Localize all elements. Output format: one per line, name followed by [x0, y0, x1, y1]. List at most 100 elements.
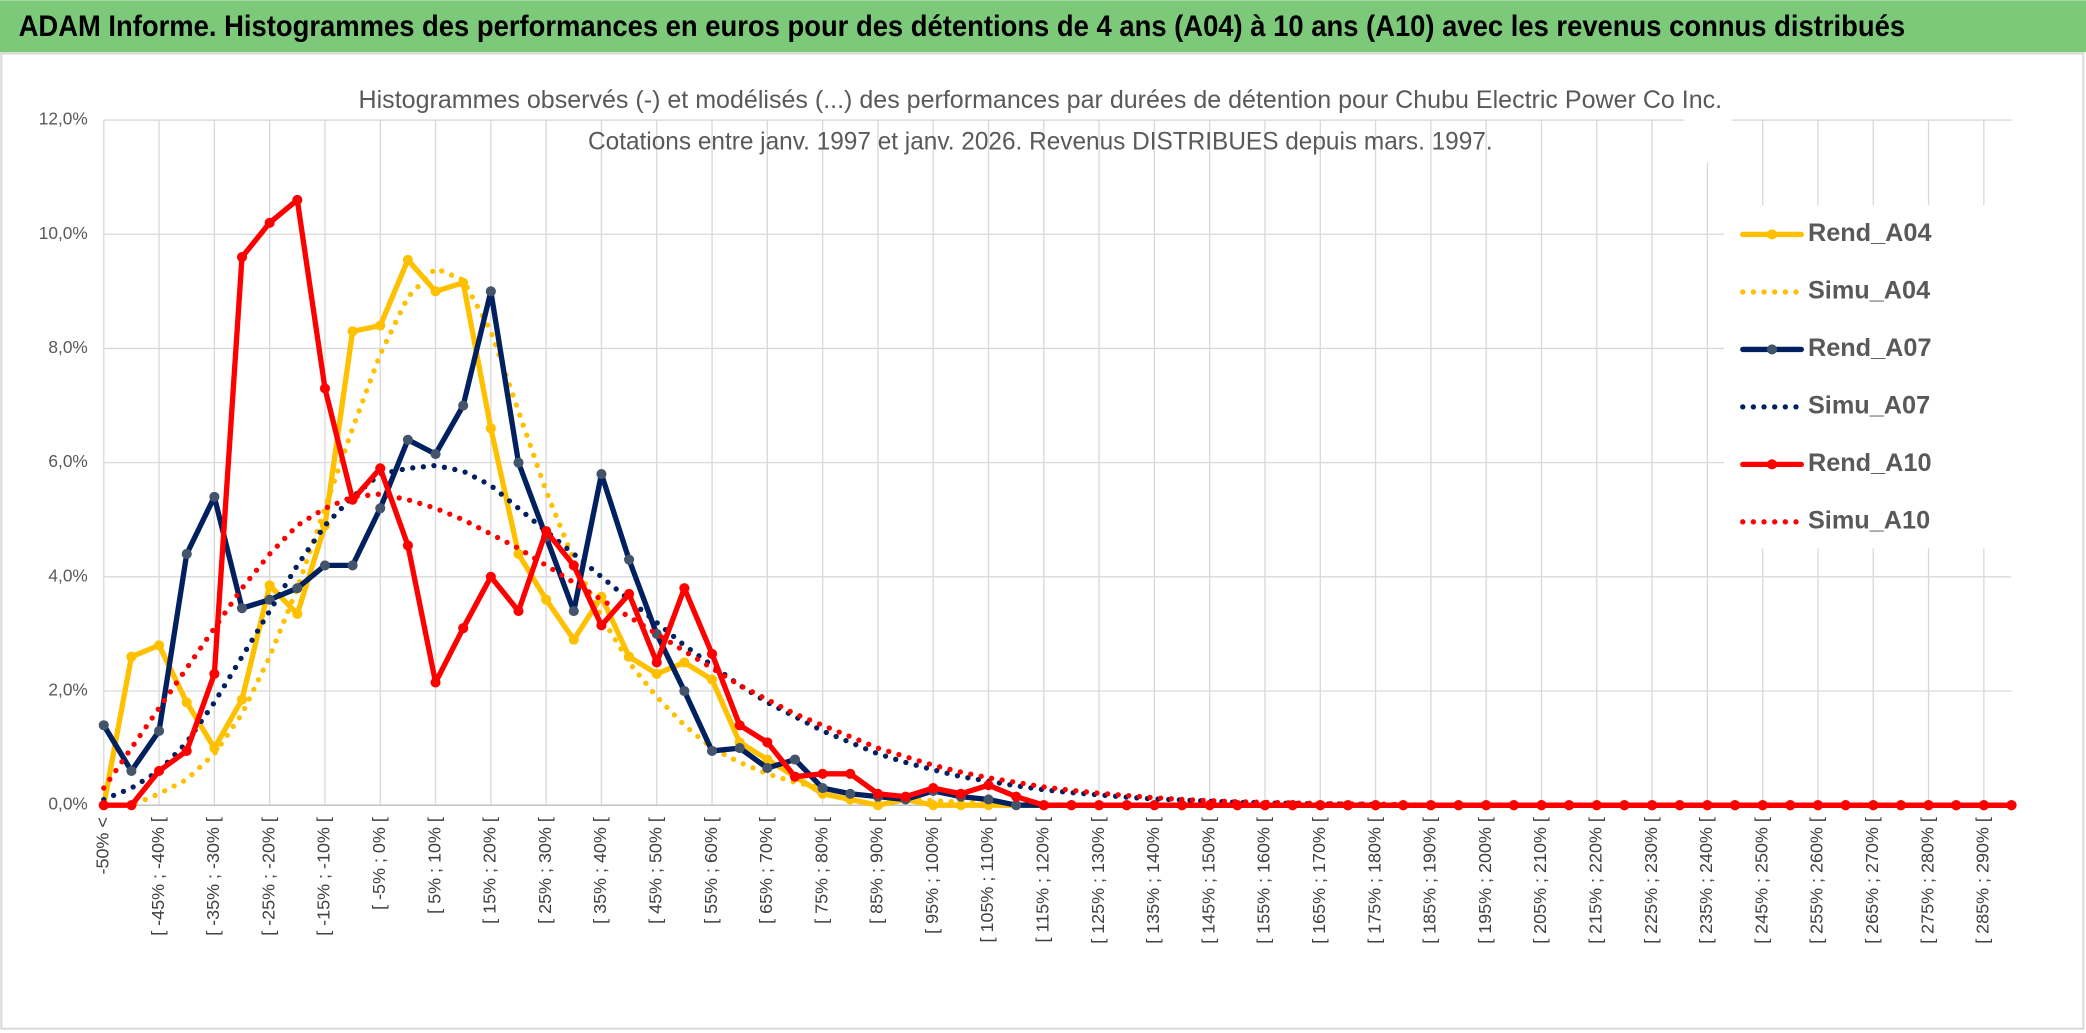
data-point: [347, 326, 358, 337]
data-point: [789, 771, 801, 782]
y-tick-label: 4,0%: [48, 565, 87, 585]
data-point: [375, 320, 386, 331]
data-point: [1038, 800, 1049, 811]
data-point: [624, 588, 635, 599]
data-point: [568, 606, 579, 617]
data-point: [485, 423, 496, 434]
data-point: [651, 657, 662, 668]
data-point: [1619, 800, 1630, 811]
x-tick-label: [ 265% ; 270% [: [1862, 817, 1882, 944]
x-tick-label: [ 275% ; 280% [: [1917, 817, 1937, 944]
legend-label: Simu_A07: [1808, 392, 1930, 420]
data-point: [126, 765, 137, 776]
data-point: [596, 620, 607, 631]
legend-label: Rend_A04: [1808, 219, 1932, 247]
data-point: [845, 768, 856, 779]
series-line: [101, 462, 2015, 808]
data-point: [1757, 800, 1768, 811]
x-tick-label: [ 5% ; 10% [: [424, 817, 444, 914]
data-point: [1121, 800, 1132, 811]
data-point: [568, 634, 579, 645]
data-point: [817, 768, 828, 779]
y-tick-label: 8,0%: [48, 337, 87, 357]
x-tick-label: [ 235% ; 240% [: [1696, 817, 1716, 944]
data-point: [1176, 800, 1188, 811]
data-point: [292, 608, 303, 619]
data-point: [154, 640, 165, 651]
data-point: [513, 457, 524, 468]
data-point: [1895, 800, 1906, 811]
y-tick-label: 0,0%: [48, 794, 87, 814]
data-point: [292, 583, 303, 594]
data-point: [679, 583, 690, 594]
x-tick-label: [ 195% ; 200% [: [1475, 817, 1495, 944]
x-tick-label: [ 185% ; 190% [: [1420, 817, 1440, 944]
chart-title: Histogrammes observés (-) et modélisés (…: [359, 86, 1723, 114]
data-point: [789, 754, 801, 765]
data-point: [1425, 800, 1436, 811]
data-point: [624, 554, 635, 565]
data-point: [292, 194, 303, 206]
header-bar: [0, 0, 2086, 53]
data-point: [872, 788, 883, 799]
data-point: [458, 400, 469, 411]
x-tick-label: [ 145% ; 150% [: [1198, 817, 1218, 944]
data-point: [983, 794, 994, 805]
x-tick-label: [ 45% ; 50% [: [645, 817, 665, 924]
x-tick-label: [ -35% ; -30% [: [203, 817, 223, 936]
legend-label: Rend_A07: [1808, 334, 1932, 362]
data-point: [955, 788, 966, 799]
data-point: [513, 548, 524, 560]
x-tick-label: [ 85% ; 90% [: [867, 817, 887, 924]
data-point: [485, 286, 496, 297]
data-point: [651, 668, 662, 679]
plot-area: 0,0% 2,0% 4,0% 6,0% 8,0% 10,0% 12,0% -50% < [ -4…: [39, 109, 2017, 944]
data-point: [126, 800, 137, 811]
legend-marker: [1766, 344, 1778, 355]
x-tick-label: [ 205% ; 210% [: [1530, 817, 1550, 944]
data-point: [236, 603, 248, 614]
data-point: [983, 780, 994, 791]
data-point: [568, 560, 579, 571]
data-point: [845, 788, 856, 799]
legend-box: [1724, 205, 2015, 549]
data-point: [762, 737, 773, 748]
data-point: [430, 677, 441, 688]
data-point: [513, 606, 524, 617]
data-point: [734, 720, 745, 731]
data-point: [1481, 800, 1492, 811]
x-tick-label: [ 105% ; 110% [: [977, 817, 997, 942]
data-point: [319, 560, 331, 571]
data-point: [1011, 791, 1022, 802]
data-point: [181, 745, 192, 757]
x-tick-label: [ 135% ; 140% [: [1143, 817, 1163, 944]
data-point: [928, 783, 939, 794]
y-tick-label: 2,0%: [48, 680, 87, 700]
data-point: [458, 623, 469, 634]
x-tick-label: [ 15% ; 20% [: [480, 817, 500, 924]
data-point: [264, 580, 275, 591]
data-point: [375, 463, 386, 474]
data-point: [126, 651, 137, 662]
data-point: [762, 763, 773, 774]
data-point: [900, 791, 911, 802]
x-tick-label: [ 225% ; 230% [: [1641, 817, 1661, 944]
data-point: [154, 725, 165, 737]
data-point: [817, 783, 828, 794]
data-point: [679, 685, 690, 697]
header-title: ADAM Informe. Histogrammes des performan…: [19, 11, 1905, 43]
data-point: [706, 648, 718, 659]
data-point: [1978, 800, 1989, 811]
x-tick-label: [ 115% ; 120% [: [1033, 817, 1053, 942]
chart-subtitle: Cotations entre janv. 1997 et janv. 2026…: [588, 127, 1493, 155]
y-tick-label: 10,0%: [39, 223, 88, 243]
data-point: [209, 491, 220, 502]
data-point: [319, 383, 331, 394]
x-tick-label: [ -45% ; -40% [: [148, 817, 168, 936]
data-point: [679, 657, 690, 668]
y-tick-label: 6,0%: [48, 451, 87, 471]
y-tick-label: 12,0%: [39, 109, 88, 129]
x-tick-label: [ 245% ; 250% [: [1751, 817, 1771, 944]
x-tick-label: -50% <: [93, 817, 113, 874]
